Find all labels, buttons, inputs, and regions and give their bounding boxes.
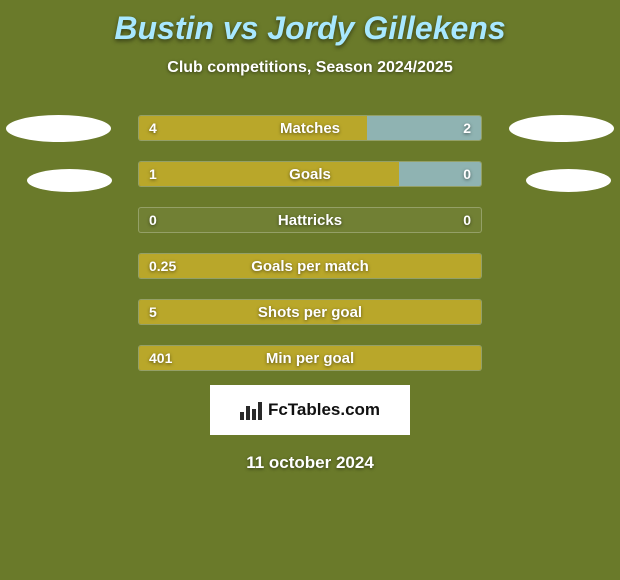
page-title: Bustin vs Jordy Gillekens xyxy=(0,0,620,47)
stat-row-goals: 1 Goals 0 xyxy=(138,161,482,187)
player-left-shape-2 xyxy=(27,169,112,192)
brand-text: FcTables.com xyxy=(268,400,380,420)
brand-badge[interactable]: FcTables.com xyxy=(210,385,410,435)
stat-value-right: 0 xyxy=(463,208,471,232)
page-subtitle: Club competitions, Season 2024/2025 xyxy=(0,59,620,77)
stat-row-hattricks: 0 Hattricks 0 xyxy=(138,207,482,233)
stat-row-matches: 4 Matches 2 xyxy=(138,115,482,141)
date-text: 11 october 2024 xyxy=(0,453,620,473)
stat-row-min-per-goal: 401 Min per goal xyxy=(138,345,482,371)
player-right-shape-2 xyxy=(526,169,611,192)
stat-value-right: 2 xyxy=(463,116,471,140)
stat-row-goals-per-match: 0.25 Goals per match xyxy=(138,253,482,279)
player-right-shape-1 xyxy=(509,115,614,142)
stat-label: Goals xyxy=(139,162,481,186)
stat-label: Hattricks xyxy=(139,208,481,232)
stat-value-right: 0 xyxy=(463,162,471,186)
stat-label: Matches xyxy=(139,116,481,140)
stat-label: Shots per goal xyxy=(139,300,481,324)
stat-row-shots-per-goal: 5 Shots per goal xyxy=(138,299,482,325)
stat-bars: 4 Matches 2 1 Goals 0 0 Hattricks 0 xyxy=(138,115,482,391)
stat-label: Min per goal xyxy=(139,346,481,370)
bar-chart-icon xyxy=(240,400,262,420)
stat-label: Goals per match xyxy=(139,254,481,278)
stats-area: 4 Matches 2 1 Goals 0 0 Hattricks 0 xyxy=(0,115,620,375)
player-left-shape-1 xyxy=(6,115,111,142)
comparison-card: Bustin vs Jordy Gillekens Club competiti… xyxy=(0,0,620,580)
